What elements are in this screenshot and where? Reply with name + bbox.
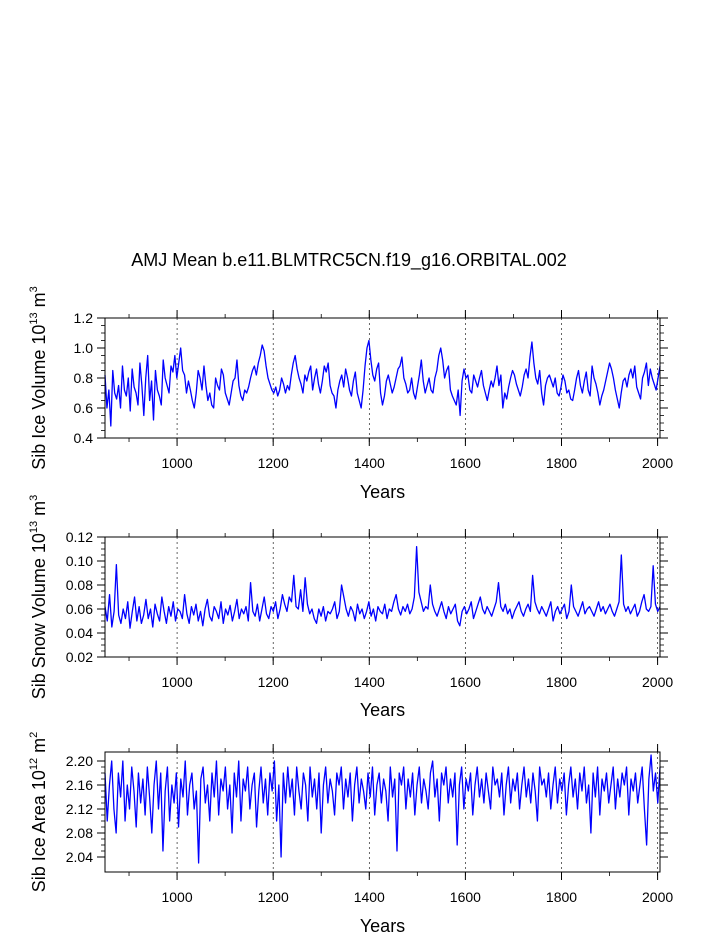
plot-frame bbox=[104, 751, 661, 873]
y-tick-label-1: 0.6 bbox=[74, 400, 94, 416]
series-line-0 bbox=[104, 754, 661, 864]
y-tick-label-1: 2.08 bbox=[66, 825, 93, 841]
y-axis-title: Sib Snow Volume 1013 m3 bbox=[28, 495, 49, 699]
y-axis-title-main: Sib Ice Volume 10 bbox=[29, 325, 49, 470]
y-tick-label-0: 2.04 bbox=[66, 849, 93, 865]
x-tick-label-1: 1200 bbox=[258, 889, 289, 905]
y-tick-label-3: 1.0 bbox=[74, 340, 94, 356]
x-tick-label-4: 1800 bbox=[546, 455, 577, 471]
y-tick-label-3: 2.16 bbox=[66, 777, 93, 793]
panel-ice-area: 1000 1200 1400 1600 1800 2000 2.04 2.08 2.12 2.16… bbox=[28, 732, 673, 935]
y-axis-title-main: Sib Ice Area 10 bbox=[29, 770, 49, 892]
y-tick-label-3: 0.08 bbox=[66, 577, 93, 593]
x-tick-label-4: 1800 bbox=[546, 674, 577, 690]
y-axis-title-unit: m bbox=[29, 738, 49, 758]
panel-snow-volume: 1000 1200 1400 1600 1800 2000 0.02 0.04 0.06 0.08… bbox=[28, 495, 673, 720]
x-tick-label-5: 2000 bbox=[642, 455, 673, 471]
y-axis-title-unit: m bbox=[29, 501, 49, 521]
y-tick-label-2: 2.12 bbox=[66, 801, 93, 817]
figure-title: AMJ Mean b.e11.BLMTRC5CN.f19_g16.ORBITAL… bbox=[131, 250, 567, 271]
y-axis-title-main: Sib Snow Volume 10 bbox=[29, 533, 49, 699]
x-tick-label-3: 1600 bbox=[450, 889, 481, 905]
x-tick-label-2: 1400 bbox=[354, 455, 385, 471]
y-axis-title-exponent: 13 bbox=[28, 312, 40, 324]
y-tick-label-0: 0.4 bbox=[74, 430, 94, 446]
x-tick-label-4: 1800 bbox=[546, 889, 577, 905]
x-tick-label-5: 2000 bbox=[642, 889, 673, 905]
x-tick-label-1: 1200 bbox=[258, 455, 289, 471]
y-tick-label-4: 2.20 bbox=[66, 753, 93, 769]
y-tick-label-1: 0.04 bbox=[66, 625, 93, 641]
series-line-0 bbox=[104, 545, 661, 629]
x-tick-label-0: 1000 bbox=[161, 889, 192, 905]
plot-frame bbox=[104, 536, 661, 658]
x-tick-label-0: 1000 bbox=[161, 455, 192, 471]
x-tick-label-3: 1600 bbox=[450, 674, 481, 690]
y-axis-title: Sib Ice Volume 1013 m3 bbox=[28, 286, 49, 469]
y-axis-title-exponent: 13 bbox=[28, 521, 40, 533]
panel-ice-volume: 1000 1200 1400 1600 1800 2000 0.4 0.6 0.8 1.0 1.2 Y… bbox=[28, 286, 673, 502]
x-tick-label-0: 1000 bbox=[161, 674, 192, 690]
x-axis-title: Years bbox=[360, 482, 405, 502]
x-axis-title: Years bbox=[360, 700, 405, 720]
x-tick-label-2: 1400 bbox=[354, 889, 385, 905]
y-axis-title: Sib Ice Area 1012 m2 bbox=[28, 732, 49, 892]
x-axis-title: Years bbox=[360, 916, 405, 935]
y-axis-title-unit-exponent: 2 bbox=[28, 732, 40, 738]
x-tick-label-1: 1200 bbox=[258, 674, 289, 690]
y-axis-title-unit: m bbox=[29, 292, 49, 312]
y-tick-label-5: 0.12 bbox=[66, 529, 93, 545]
y-tick-label-2: 0.06 bbox=[66, 601, 93, 617]
x-tick-label-2: 1400 bbox=[354, 674, 385, 690]
y-tick-label-4: 0.10 bbox=[66, 553, 93, 569]
x-tick-label-5: 2000 bbox=[642, 674, 673, 690]
y-tick-label-2: 0.8 bbox=[74, 370, 94, 386]
y-tick-label-0: 0.02 bbox=[66, 649, 93, 665]
y-axis-title-unit-exponent: 3 bbox=[28, 286, 40, 292]
y-tick-label-4: 1.2 bbox=[74, 310, 94, 326]
y-axis-title-unit-exponent: 3 bbox=[28, 495, 40, 501]
x-tick-label-3: 1600 bbox=[450, 455, 481, 471]
series-line-0 bbox=[104, 339, 661, 427]
y-axis-title-exponent: 12 bbox=[28, 758, 40, 770]
